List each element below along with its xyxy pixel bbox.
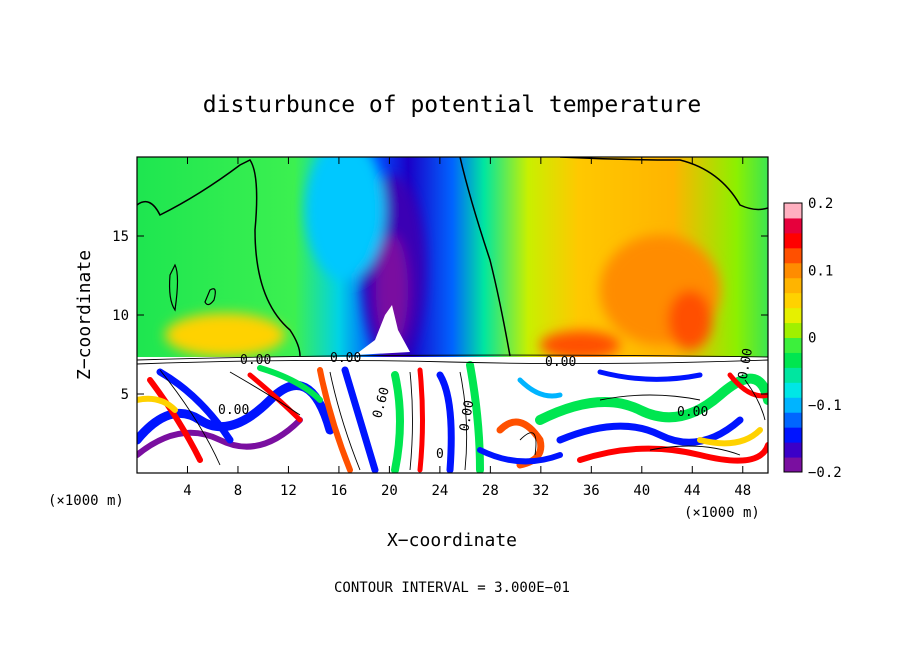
- x-tick-label: 32: [532, 483, 549, 499]
- warm-anomaly-low: [540, 331, 620, 359]
- colorbar-swatch: [784, 352, 802, 368]
- warm-anomaly-core: [668, 290, 712, 350]
- y-axis: 5 10 15: [112, 229, 768, 403]
- warm-anomaly-left: [165, 313, 285, 357]
- colorbar-frame: [783, 202, 803, 473]
- colorbar-swatch: [784, 427, 802, 443]
- colorbar-ticks: 0.2 0.1 0 −0.1 −0.2: [808, 196, 842, 481]
- x-tick-label: 40: [633, 483, 650, 499]
- colorbar-tick-label: −0.1: [808, 398, 842, 414]
- contour-label: 0: [436, 447, 444, 462]
- x-unit-label-right: (×1000 m): [684, 505, 760, 521]
- y-tick-label: 10: [112, 308, 129, 324]
- x-tick-label: 36: [583, 483, 600, 499]
- colorbar-swatch: [784, 367, 802, 383]
- colorbar-swatch: [784, 397, 802, 413]
- colorbar-tick-label: 0.1: [808, 263, 833, 279]
- closed-contour-1: [168, 263, 179, 312]
- colorbar-swatch: [784, 337, 802, 353]
- y-tick-label: 5: [121, 387, 129, 403]
- colorbar-swatch: [784, 203, 802, 219]
- colorbar-swatch: [784, 217, 802, 234]
- x-tick-label: 16: [330, 483, 347, 499]
- lower-contours: [137, 354, 768, 471]
- colorbar-swatch: [784, 247, 802, 264]
- colorbar-swatch: [784, 322, 802, 338]
- x-tick-label: 4: [183, 483, 191, 499]
- x-tick-label: 12: [280, 483, 297, 499]
- contour-label: 0.00: [330, 351, 361, 366]
- x-unit-label-left: (×1000 m): [48, 493, 124, 509]
- turbulent-bands: [137, 361, 768, 473]
- colorbar-tick-label: 0: [808, 331, 816, 347]
- contour-label: 0.00: [736, 347, 756, 380]
- x-axis: 4 8 12 16 20 24 28 32 36 40 44 48: [183, 157, 751, 499]
- closed-contour-2: [204, 288, 216, 306]
- colorbar-swatch: [784, 277, 802, 294]
- x-tick-label: 44: [684, 483, 701, 499]
- zero-contour-right: [459, 157, 511, 357]
- x-tick-label: 24: [431, 483, 448, 499]
- y-tick-label: 15: [112, 229, 129, 245]
- contour-label: 0.00: [457, 399, 477, 432]
- contour-label: 0.00: [677, 405, 708, 420]
- x-tick-label: 28: [482, 483, 499, 499]
- x-axis-label: X−coordinate: [387, 530, 517, 551]
- x-tick-label: 48: [734, 483, 751, 499]
- colorbar-tick-label: 0.2: [808, 196, 833, 212]
- x-tick-label: 8: [234, 483, 242, 499]
- heatmap-field: [137, 157, 768, 473]
- colorbar-swatch: [784, 412, 802, 428]
- colorbar-swatch: [784, 382, 802, 398]
- y-axis-label: Z−coordinate: [74, 250, 95, 380]
- chart-title: disturbunce of potential temperature: [203, 92, 702, 118]
- colorbar-swatch: [784, 262, 802, 279]
- colorbar-swatch: [784, 307, 802, 324]
- colorbar-swatch: [784, 232, 802, 249]
- x-tick-label: 20: [381, 483, 398, 499]
- colorbar-swatch: [784, 457, 802, 473]
- contour-label: 0.00: [240, 353, 271, 368]
- contour-label: 0.00: [218, 403, 249, 418]
- white-overshoot: [355, 305, 410, 355]
- contour-label: 0.00: [545, 355, 576, 370]
- colorbar-swatch: [784, 292, 802, 309]
- zero-contour-top-right: [559, 157, 768, 211]
- colorbar-tick-label: −0.2: [808, 465, 842, 481]
- colorbar: [783, 202, 803, 473]
- zero-contour-left: [137, 159, 301, 357]
- cyan-band: [305, 157, 385, 280]
- colorbar-swatch: [784, 442, 802, 458]
- contour-interval-note: CONTOUR INTERVAL = 3.000E−01: [334, 580, 570, 596]
